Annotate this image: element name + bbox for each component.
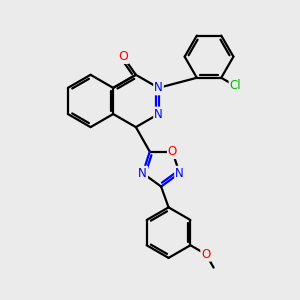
Text: O: O [201,248,211,261]
Text: N: N [154,107,163,121]
Text: O: O [118,50,128,63]
Text: N: N [175,167,184,180]
Text: O: O [168,145,177,158]
Text: N: N [154,81,163,94]
Text: N: N [138,167,147,180]
Text: Cl: Cl [230,80,241,92]
